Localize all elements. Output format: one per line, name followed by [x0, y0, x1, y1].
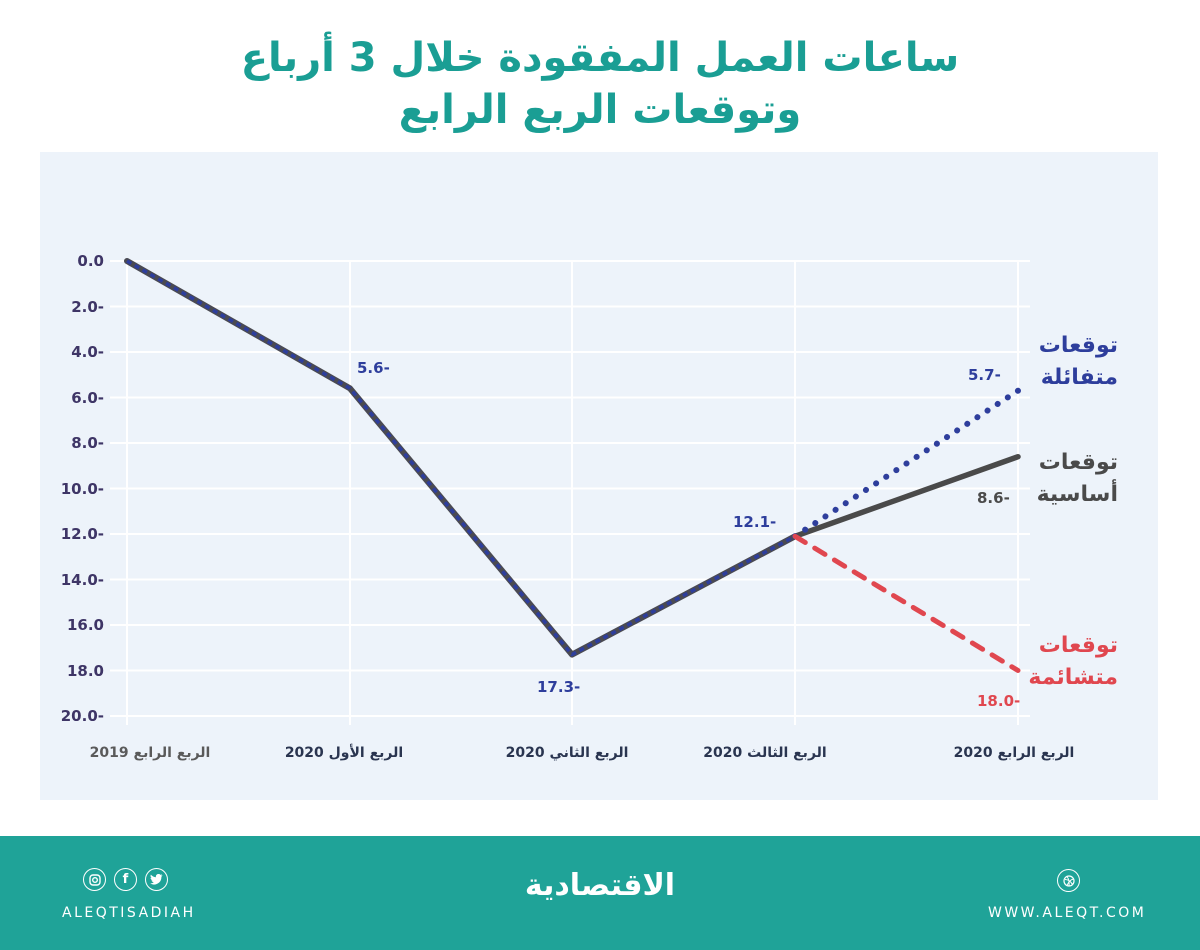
y-tick: 20.0-	[60, 707, 104, 725]
actual-series-dashes	[126, 259, 796, 657]
data-label-baseline: 8.6-	[977, 489, 1010, 507]
title-line-1: ساعات العمل المفقودة خلال 3 أرباع	[240, 35, 960, 81]
social-handle: ALEQTISADIAH	[62, 905, 196, 921]
y-tick: 0.0	[77, 252, 104, 270]
x-tick: الربع الثالث 2020	[703, 745, 827, 761]
website-link[interactable]: WWW.ALEQT.COM	[988, 905, 1147, 921]
facebook-icon[interactable]: f	[114, 868, 137, 891]
y-tick: 12.0-	[60, 525, 104, 543]
instagram-icon[interactable]	[83, 868, 106, 891]
footer-bar	[0, 836, 1200, 950]
baseline-forecast-line	[792, 453, 1021, 540]
horizontal-gridlines	[110, 260, 1030, 717]
chart-title: ساعات العمل المفقودة خلال 3 أرباع وتوقعا…	[0, 32, 1200, 136]
y-tick: 18.0	[66, 661, 104, 680]
x-tick: الربع الرابع 2020	[953, 745, 1075, 761]
globe-icon[interactable]	[1057, 869, 1080, 892]
legend-optimistic: توقعات متفائلة	[1038, 333, 1118, 390]
data-label-optimistic: 5.7-	[968, 366, 1001, 384]
y-tick: 10.0-	[60, 479, 104, 498]
data-label-q1-2020: 5.6-	[357, 359, 390, 377]
legend-pessimistic: توقعات متشائمة	[1028, 633, 1118, 690]
y-tick: 16.0	[66, 616, 104, 634]
data-label-q2-2020: 17.3-	[537, 678, 581, 696]
y-tick: 4.0-	[71, 343, 104, 361]
y-tick: 2.0-	[71, 297, 104, 316]
pessimistic-forecast-line	[792, 533, 1021, 673]
data-label-q3-2020: 12.1-	[733, 513, 777, 531]
data-label-pessimistic: 18.0-	[977, 692, 1021, 710]
x-tick: الربع الرابع 2019	[89, 745, 211, 761]
vertical-gridlines	[126, 261, 1019, 725]
y-tick: 8.0-	[71, 434, 104, 452]
twitter-icon[interactable]	[145, 868, 168, 891]
publication-logo: الاقتصادية	[524, 868, 676, 903]
social-links: f	[83, 868, 168, 891]
legend-baseline: توقعات أساسية	[1036, 450, 1118, 507]
title-line-2: وتوقعات الربع الرابع	[398, 87, 802, 133]
optimistic-forecast-line	[792, 387, 1021, 540]
x-tick: الربع الأول 2020	[284, 745, 404, 761]
y-tick: 6.0-	[71, 388, 104, 407]
x-tick: الربع الثاني 2020	[505, 745, 629, 761]
y-tick: 14.0-	[60, 570, 104, 589]
actual-series-line	[124, 258, 798, 658]
